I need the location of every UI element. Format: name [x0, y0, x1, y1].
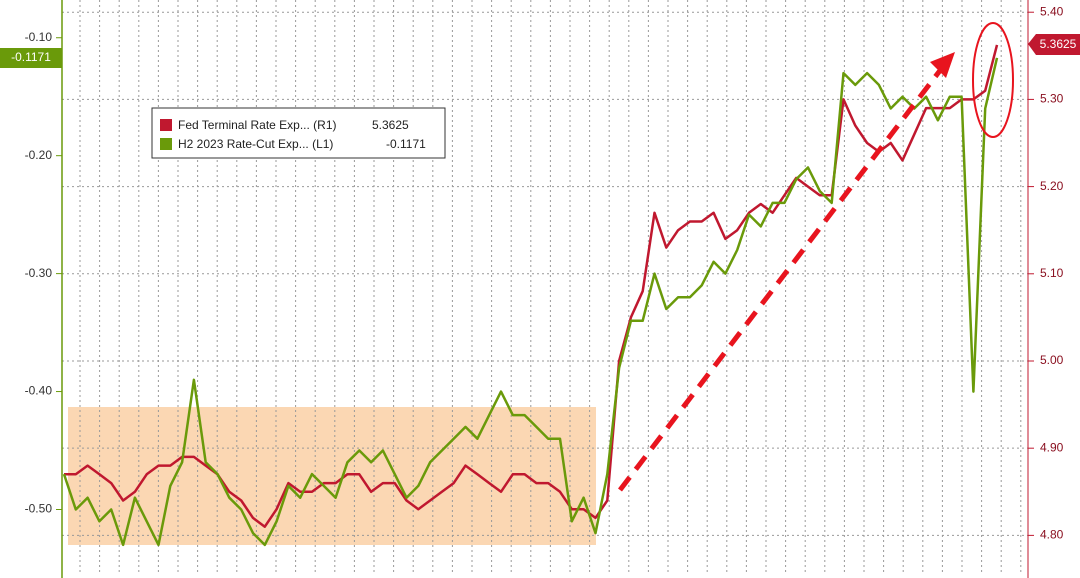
grid [62, 0, 1028, 572]
legend-value: 5.3625 [372, 118, 409, 132]
y2-tick-label: 4.80 [1040, 528, 1064, 542]
arrow-head [930, 52, 955, 78]
y2-tick-label: 5.10 [1040, 266, 1064, 280]
y2-tick-label: 5.40 [1040, 4, 1064, 18]
y2-tick-label: 5.20 [1040, 179, 1064, 193]
legend-label: Fed Terminal Rate Exp... (R1) [178, 118, 337, 132]
last-value-box [0, 48, 62, 68]
y-tick-label: -0.30 [25, 266, 53, 280]
y-tick-label: -0.10 [25, 30, 53, 44]
last-value-box [1028, 34, 1080, 55]
legend-box [151, 107, 446, 159]
legend-swatch [160, 119, 172, 131]
highlight-ellipse [972, 22, 1014, 138]
y2-tick-label: 5.30 [1040, 92, 1064, 106]
highlight-region [68, 407, 596, 545]
legend: Fed Terminal Rate Exp... (R1) 5.3625 H2 … [151, 107, 446, 159]
series-line [62, 57, 999, 547]
last-value-label: -0.1171 [11, 50, 51, 64]
legend-value: -0.1171 [386, 137, 426, 151]
legend-swatch [160, 138, 172, 150]
legend-label: H2 2023 Rate-Cut Exp... (L1) [178, 137, 333, 151]
y-tick-label: -0.20 [25, 148, 53, 162]
y2-tick-label: 5.00 [1040, 353, 1064, 367]
y2-tick-label: 4.90 [1040, 440, 1064, 454]
trend-arrow [618, 58, 950, 492]
last-value-label: 5.3625 [1040, 37, 1077, 51]
y-tick-label: -0.40 [25, 384, 53, 398]
y-tick-label: -0.50 [25, 502, 53, 516]
plot [62, 44, 999, 547]
